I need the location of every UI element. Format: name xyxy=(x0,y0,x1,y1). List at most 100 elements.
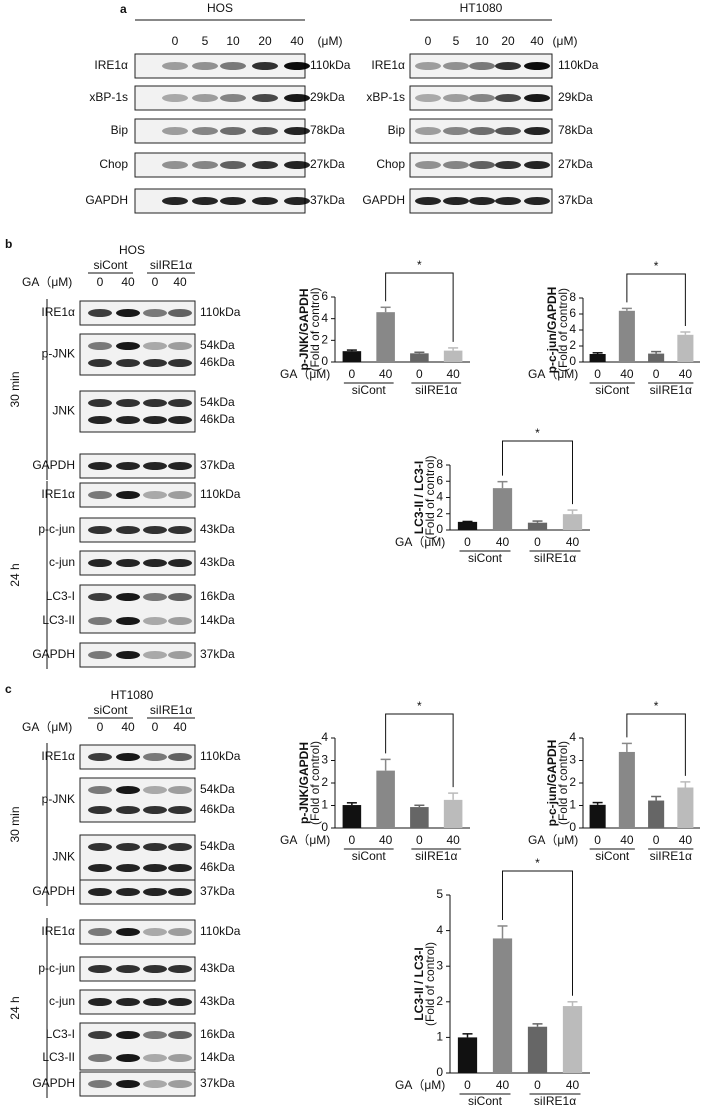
x-axis-label: GA（μM) xyxy=(280,367,330,381)
kda-label: 54kDa xyxy=(200,839,235,853)
kda-label: 37kDa xyxy=(200,884,235,898)
group-label: siCont xyxy=(468,1094,503,1108)
blot-band xyxy=(116,309,140,317)
y-tick-label: 6 xyxy=(569,306,576,320)
blot-band xyxy=(143,526,167,534)
error-bar xyxy=(462,1033,473,1038)
blot-band xyxy=(143,1031,167,1039)
blot-band xyxy=(168,998,192,1006)
x-axis-label: GA（μM) xyxy=(280,833,330,847)
error-bar xyxy=(567,1001,578,1007)
blot-band xyxy=(88,928,112,936)
protein-name: JNK xyxy=(52,850,75,864)
blot-band xyxy=(524,197,550,205)
blot-band xyxy=(469,197,495,205)
error-bar xyxy=(680,781,691,788)
blot-band xyxy=(88,843,112,851)
error-bar xyxy=(651,350,662,354)
time-label: 30 min xyxy=(8,371,22,407)
bar xyxy=(527,1026,548,1073)
cell-line: HOS xyxy=(119,243,145,257)
y-tick-label: 6 xyxy=(321,289,328,303)
blot-band xyxy=(162,62,188,70)
bar xyxy=(648,800,665,828)
blot-band xyxy=(220,161,246,169)
protein-name: p-JNK xyxy=(42,792,75,806)
blot-band xyxy=(220,197,246,205)
blot-band xyxy=(116,843,140,851)
error-bar xyxy=(414,351,425,354)
y-tick-label: 2 xyxy=(436,994,443,1008)
blot-band xyxy=(88,559,112,567)
protein-name: LC3-II xyxy=(42,1050,75,1064)
y-tick-label: 4 xyxy=(436,490,443,504)
blot-band xyxy=(143,1080,167,1088)
blot-box xyxy=(79,1022,196,1071)
protein-name: IRE1α xyxy=(371,58,405,72)
x-axis-label: GA（μM) xyxy=(528,833,578,847)
error-bar xyxy=(651,795,662,801)
panel-label: a xyxy=(120,2,127,16)
blot-band xyxy=(220,127,246,135)
blot-band xyxy=(116,928,140,936)
kda-label: 27kDa xyxy=(558,157,593,171)
blot-band xyxy=(116,617,140,625)
y-tick-label: 0 xyxy=(436,1065,443,1079)
blot-band xyxy=(168,651,192,659)
y-tick-label: 4 xyxy=(569,730,576,744)
x-tick-label: 0 xyxy=(349,367,356,381)
dose: 0 xyxy=(97,720,104,734)
blot-band xyxy=(88,998,112,1006)
blot-band xyxy=(168,359,192,367)
group-label: siIRE1α xyxy=(415,383,457,397)
kda-label: 54kDa xyxy=(200,338,235,352)
x-tick-label: 0 xyxy=(464,1078,471,1092)
x-tick-label: 40 xyxy=(679,367,693,381)
error-bar xyxy=(497,480,508,489)
blot-band xyxy=(192,127,218,135)
blot-band xyxy=(88,651,112,659)
blot-band xyxy=(143,309,167,317)
dose: 0 xyxy=(152,720,159,734)
y-tick-label: 4 xyxy=(321,730,328,744)
blot-band xyxy=(168,526,192,534)
blot-band xyxy=(252,127,278,135)
blot-band xyxy=(443,161,469,169)
protein-name: GAPDH xyxy=(32,884,75,898)
significance-bracket xyxy=(626,713,686,776)
x-axis-label: GA（μM) xyxy=(395,535,445,549)
blot-band xyxy=(415,161,441,169)
x-tick-label: 40 xyxy=(446,833,460,847)
bar xyxy=(457,1037,478,1073)
significance-bracket xyxy=(502,870,573,996)
blot-band xyxy=(116,593,140,601)
blot-band xyxy=(88,526,112,534)
x-tick-label: 40 xyxy=(496,1078,510,1092)
bar xyxy=(589,354,606,362)
dose: 40 xyxy=(173,720,187,734)
kda-label: 43kDa xyxy=(200,994,235,1008)
protein-name: GAPDH xyxy=(85,193,128,207)
blot-band xyxy=(495,197,521,205)
blot-band xyxy=(168,593,192,601)
error-bar xyxy=(346,802,357,806)
bar xyxy=(589,804,606,828)
y-tick-label: 1 xyxy=(321,798,328,812)
protein-name: c-jun xyxy=(49,555,75,569)
x-tick-label: 0 xyxy=(653,367,660,381)
bar xyxy=(342,805,362,828)
blot-band xyxy=(168,786,192,794)
concentration: 5 xyxy=(453,34,460,48)
blot-band xyxy=(415,62,441,70)
group-label: siCont xyxy=(352,849,387,863)
bar xyxy=(457,521,478,530)
protein-name: LC3-I xyxy=(46,1027,75,1041)
significance-star: * xyxy=(417,258,422,272)
y-tick-label: 5 xyxy=(436,887,443,901)
kda-label: 110kDa xyxy=(200,924,241,938)
error-bar xyxy=(380,758,391,771)
bar xyxy=(618,310,635,362)
blot-band xyxy=(88,593,112,601)
kda-label: 37kDa xyxy=(558,193,593,207)
dose: 40 xyxy=(173,275,187,289)
